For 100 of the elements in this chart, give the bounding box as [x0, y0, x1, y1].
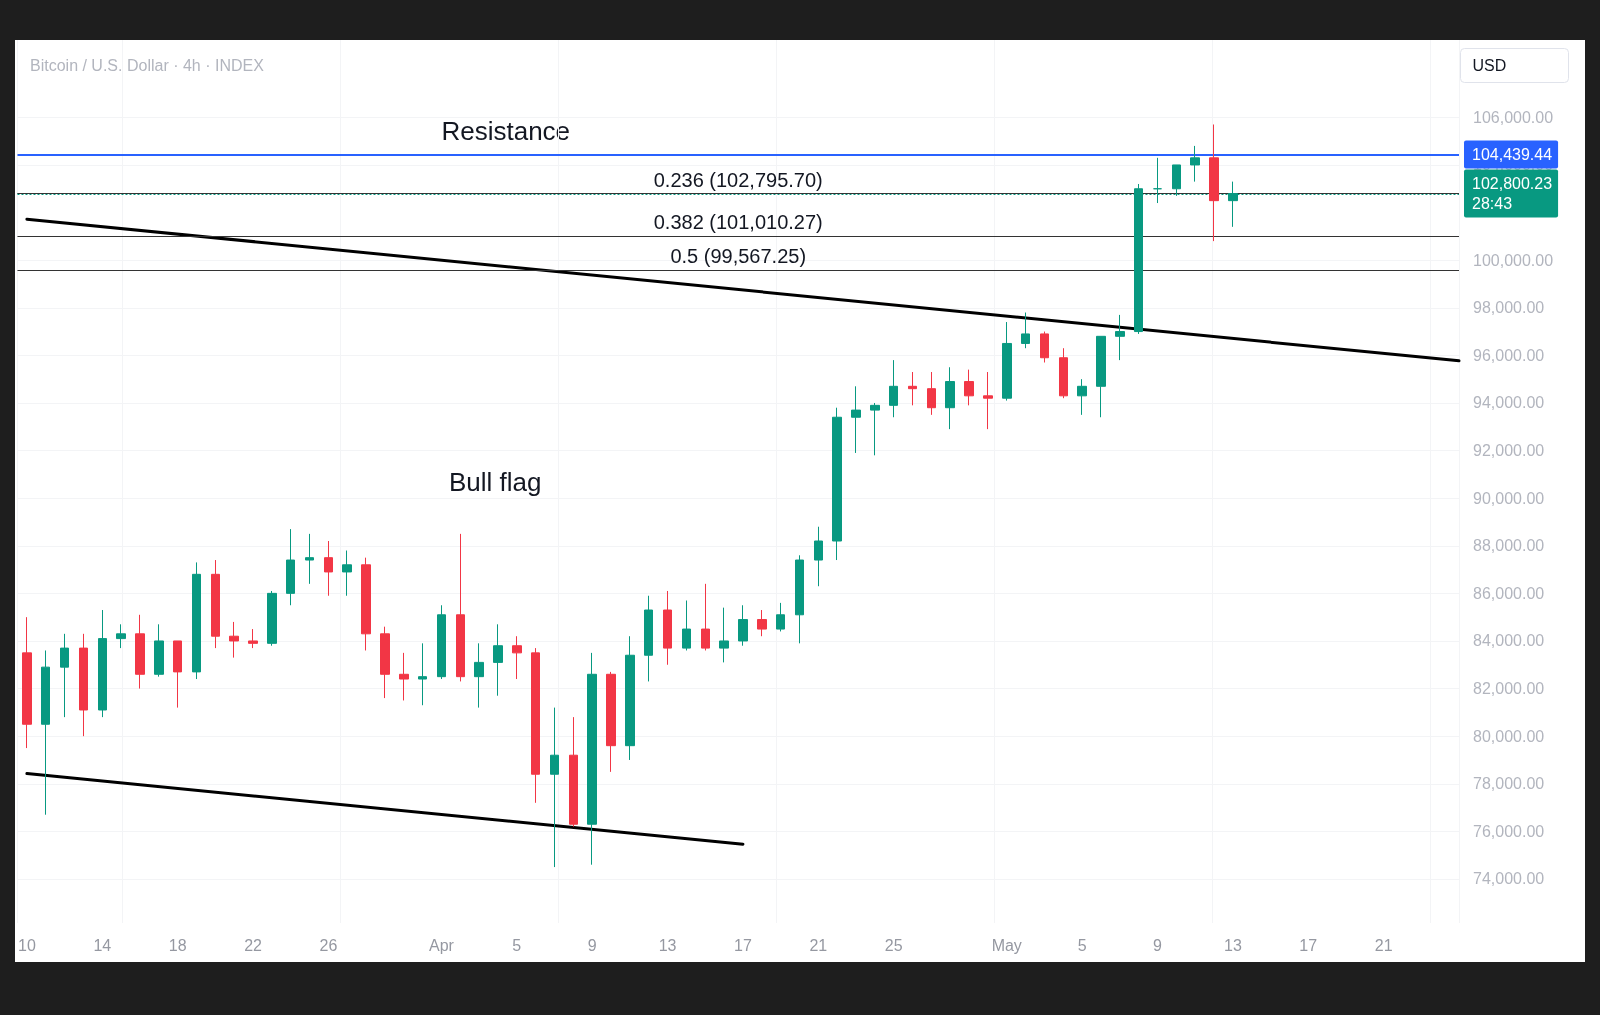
candlestick	[757, 609, 767, 637]
candlestick	[361, 557, 371, 651]
candlestick	[1021, 312, 1030, 349]
candlestick	[474, 642, 484, 709]
x-tick-label: 21	[1374, 936, 1393, 954]
ref-line-label: 104,439.44	[1472, 145, 1553, 163]
candlestick	[908, 371, 917, 406]
x-tick-label: 9	[587, 936, 597, 954]
candlestick	[1209, 123, 1219, 242]
candlestick	[1096, 335, 1106, 418]
y-tick-label: 86,000.00	[1473, 584, 1545, 602]
y-tick-label: 96,000.00	[1473, 346, 1545, 364]
candlestick	[211, 559, 220, 649]
candlestick	[173, 640, 182, 709]
x-tick-label: 18	[168, 936, 187, 954]
candlestick	[682, 600, 691, 651]
candlestick	[456, 533, 465, 682]
candlestick	[267, 590, 277, 647]
x-tick-label: 5	[1077, 936, 1087, 954]
ref-line-label: 0.382 (101,010.27)	[653, 211, 823, 234]
candlestick	[399, 652, 409, 701]
candlestick	[342, 550, 352, 597]
x-tick-label: 13	[658, 936, 677, 954]
candlestick	[701, 583, 710, 651]
candlestick	[644, 595, 653, 682]
candlestick	[116, 623, 126, 649]
ref-line-label: 0.5 (99,567.25)	[670, 245, 807, 268]
candlestick	[60, 633, 69, 718]
x-tick-label: 25	[884, 936, 903, 954]
y-tick-label: 76,000.00	[1473, 822, 1545, 840]
x-tick-label: 21	[809, 936, 828, 954]
candlestick	[1077, 378, 1087, 416]
x-tick-label: 9	[1153, 936, 1163, 954]
candlestick	[945, 366, 955, 430]
annotation: Resistance	[441, 116, 571, 147]
candlestick	[550, 707, 559, 868]
candlestick	[154, 623, 164, 678]
x-tick-label: 5	[512, 936, 522, 954]
y-tick-label: 80,000.00	[1473, 727, 1545, 745]
y-tick-label: 98,000.00	[1473, 299, 1545, 317]
x-tick-label: May	[991, 936, 1022, 954]
candlestick	[41, 649, 50, 816]
x-tick-label: 26	[319, 936, 338, 954]
x-tick-label: Apr	[429, 936, 455, 954]
candlestick	[1115, 314, 1125, 361]
candlestick	[1190, 145, 1200, 183]
candlestick	[964, 369, 974, 406]
candlestick	[229, 621, 239, 659]
candlestick	[1059, 347, 1068, 399]
x-tick-label: 13	[1223, 936, 1242, 954]
candlestick	[851, 385, 861, 454]
candlestick	[776, 602, 785, 632]
y-tick-label: 106,000.00	[1473, 108, 1554, 126]
candlestick	[512, 635, 522, 680]
annotation: Bull flag	[449, 467, 542, 497]
candlestick	[493, 623, 503, 697]
candlestick	[135, 614, 145, 690]
text: Bitcoin / U.S. Dollar · 4h · INDEX	[30, 56, 265, 74]
candlestick	[719, 607, 729, 663]
candlestick	[248, 628, 258, 649]
y-tick-label: 90,000.00	[1473, 489, 1545, 507]
candlestick	[437, 604, 446, 680]
candlestick	[738, 604, 748, 647]
y-tick-label: 94,000.00	[1473, 394, 1545, 412]
y-tick-label: 100,000.00	[1473, 251, 1554, 269]
candlestick	[983, 371, 993, 430]
y-tick-label: 74,000.00	[1473, 870, 1545, 888]
candlestick	[531, 647, 540, 804]
y-tick-label: 88,000.00	[1473, 537, 1545, 555]
candlestick	[587, 652, 597, 866]
candlestick	[1040, 331, 1049, 363]
candlestick	[889, 359, 898, 418]
y-axis-title: USD	[1472, 57, 1507, 74]
x-tick-label: 10	[18, 936, 36, 954]
candlestick	[625, 635, 635, 761]
candlestick	[305, 533, 314, 585]
x-tick-label: 17	[1299, 936, 1318, 954]
candlestick	[22, 616, 32, 749]
y-tick-label: 78,000.00	[1473, 775, 1545, 793]
candlestick	[927, 371, 936, 416]
candlestick	[380, 626, 390, 699]
x-tick-label: 22	[244, 936, 263, 954]
candlestick	[192, 561, 201, 680]
candlestick	[870, 402, 880, 456]
y-tick-label: 92,000.00	[1473, 442, 1545, 460]
ref-line-label: 0.236 (102,795.70)	[653, 168, 823, 191]
y-tick-label: 82,000.00	[1473, 680, 1545, 698]
x-tick-label: 17	[734, 936, 752, 954]
candlestick	[98, 609, 107, 718]
candlestick	[814, 526, 823, 587]
candlestick	[418, 642, 427, 706]
candlestick	[663, 590, 672, 666]
candlestick	[324, 540, 333, 597]
candlestick	[795, 554, 804, 644]
candlestick	[79, 633, 88, 737]
ref-line-label: 102,800.23 28:43	[1472, 175, 1553, 213]
candlestick	[832, 407, 842, 561]
x-tick-label: 14	[93, 936, 112, 954]
candlestick	[286, 528, 295, 606]
candlestick	[569, 716, 578, 828]
